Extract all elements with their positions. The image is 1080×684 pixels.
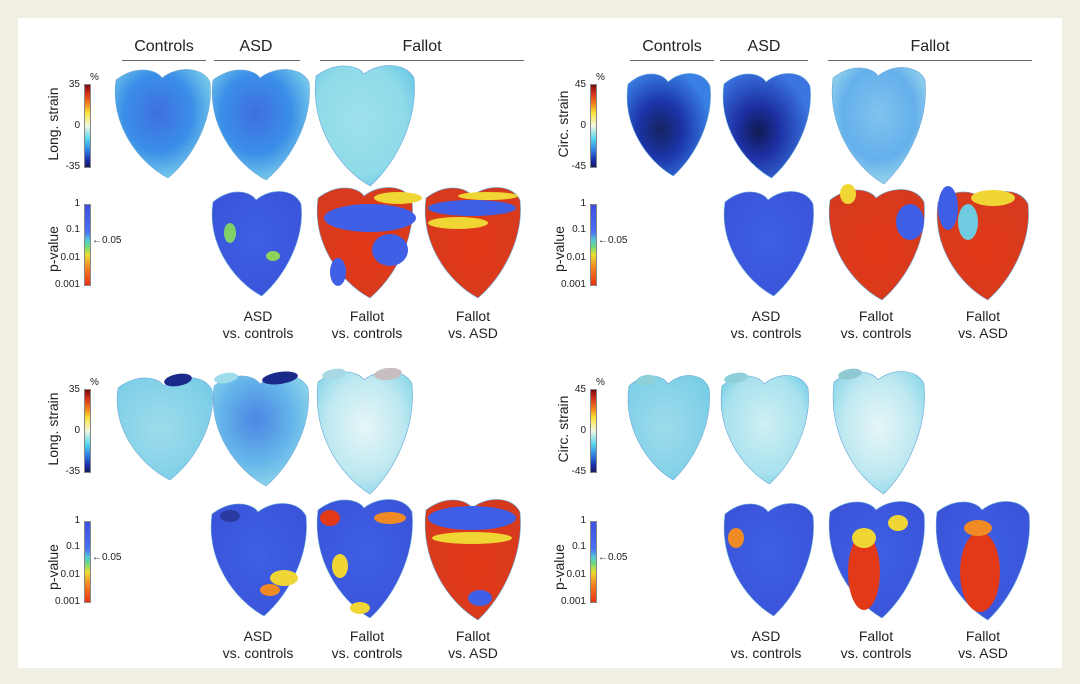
p-threshold-value: 0.05 [102, 235, 122, 246]
p-threshold-value: 0.05 [102, 552, 122, 563]
colorbar-tick: 0.01 [566, 569, 586, 580]
colorbar-tick: 0.01 [60, 252, 80, 263]
colorbar-tick: 0.001 [560, 596, 586, 607]
heart-mesh-fallot [314, 65, 415, 187]
colorbar-tick: 0.1 [66, 224, 80, 235]
caption-fallot-vs-asd: Fallot vs. ASD [958, 628, 1008, 661]
p-map-asd-vs-controls [210, 503, 307, 617]
heart-mesh-fallot [831, 67, 926, 185]
p-map-fallot-vs-controls [316, 187, 422, 299]
group-label-asd: ASD [747, 38, 781, 55]
colorbar-tick: 0.1 [572, 541, 586, 552]
p-map-asd-vs-controls [211, 191, 302, 297]
caption-fallot-vs-controls: Fallot vs. controls [840, 628, 912, 661]
heart-mesh-asd [212, 371, 309, 487]
heart-mesh-controls [626, 73, 711, 177]
group-label-fallot: Fallot [402, 38, 442, 55]
colorbar-tick: 0.001 [54, 596, 80, 607]
p-threshold-value: 0.05 [608, 552, 628, 563]
group-label-fallot: Fallot [910, 38, 950, 55]
heart-mesh-asd [720, 372, 809, 485]
colorbar-p-value [590, 521, 597, 603]
colorbar-p-value [590, 204, 597, 286]
p-map-fallot-vs-asd [936, 186, 1029, 301]
colorbar-tick: -35 [65, 466, 80, 477]
colorbar-tick: 1 [74, 198, 80, 209]
p-map-fallot-vs-asd [424, 187, 521, 299]
colorbar-tick: 0 [74, 120, 80, 131]
heart-meshes [114, 65, 1030, 621]
colorbar-tick: 35 [68, 384, 80, 395]
colorbar-tick: 0.001 [54, 279, 80, 290]
heart-mesh-controls [114, 69, 211, 179]
heart-mesh-controls [116, 373, 213, 481]
colorbar-tick: -45 [571, 466, 586, 477]
colorbar-tick: 0.001 [560, 279, 586, 290]
colorbar-tick: 1 [580, 198, 586, 209]
colorbar-tick: 0 [580, 425, 586, 436]
colorbar-long-strain [84, 84, 91, 168]
colorbar-tick: 45 [574, 79, 586, 90]
colorbar-p-value [84, 204, 91, 286]
group-underline [122, 60, 206, 61]
colorbar-tick: -35 [65, 161, 80, 172]
colorbar-circ-strain [590, 84, 597, 168]
p-map-fallot-vs-asd [424, 499, 521, 621]
p-map-asd-vs-controls [723, 503, 814, 617]
group-label-controls: Controls [134, 38, 194, 55]
heart-mesh-fallot [316, 367, 413, 495]
group-underline [320, 60, 524, 61]
caption-fallot-vs-asd: Fallot vs. ASD [958, 308, 1008, 341]
p-map-fallot-vs-controls [828, 501, 925, 619]
colorbar-tick: 1 [580, 515, 586, 526]
group-underline [214, 60, 300, 61]
colorbar-tick: 1 [74, 515, 80, 526]
caption-asd-vs-controls: ASD vs. controls [730, 308, 802, 341]
p-threshold-marker: ←0.05 [92, 552, 122, 563]
heart-mesh-controls [627, 374, 710, 481]
p-threshold-marker: ←0.05 [598, 552, 628, 563]
p-threshold-marker: ←0.05 [598, 235, 628, 246]
group-underline [630, 60, 714, 61]
p-map-fallot-vs-controls [828, 184, 925, 301]
group-underline [828, 60, 1032, 61]
group-underline [720, 60, 808, 61]
colorbar-tick: 35 [68, 79, 80, 90]
caption-asd-vs-controls: ASD vs. controls [222, 628, 294, 661]
caption-fallot-vs-asd: Fallot vs. ASD [448, 308, 498, 341]
colorbar-unit: % [90, 72, 99, 83]
colorbar-tick: 45 [574, 384, 586, 395]
caption-fallot-vs-controls: Fallot vs. controls [840, 308, 912, 341]
colorbar-circ-strain [590, 389, 597, 473]
colorbar-tick: 0.1 [66, 541, 80, 552]
p-map-fallot-vs-asd [935, 501, 1030, 621]
colorbar-tick: 0 [580, 120, 586, 131]
colorbar-unit: % [596, 377, 605, 388]
figure-panel: Controls ASD Fallot Controls ASD Fallot … [18, 18, 1062, 668]
p-threshold-marker: ←0.05 [92, 235, 122, 246]
colorbar-tick: 0.1 [572, 224, 586, 235]
colorbar-tick: 0 [74, 425, 80, 436]
heart-mesh-fallot [832, 368, 925, 495]
p-map-fallot-vs-controls [316, 499, 413, 619]
p-threshold-value: 0.05 [608, 235, 628, 246]
colorbar-unit: % [596, 72, 605, 83]
heart-mesh-asd [722, 73, 811, 179]
colorbar-p-value [84, 521, 91, 603]
colorbar-tick: 0.01 [566, 252, 586, 263]
p-map-asd-vs-controls [723, 191, 814, 297]
group-label-controls: Controls [642, 38, 702, 55]
colorbar-unit: % [90, 377, 99, 388]
caption-asd-vs-controls: ASD vs. controls [730, 628, 802, 661]
caption-asd-vs-controls: ASD vs. controls [222, 308, 294, 341]
group-label-asd: ASD [239, 38, 273, 55]
colorbar-long-strain [84, 389, 91, 473]
caption-fallot-vs-controls: Fallot vs. controls [331, 308, 403, 341]
colorbar-tick: -45 [571, 161, 586, 172]
colorbar-tick: 0.01 [60, 569, 80, 580]
caption-fallot-vs-controls: Fallot vs. controls [331, 628, 403, 661]
heart-mesh-asd [211, 69, 310, 181]
caption-fallot-vs-asd: Fallot vs. ASD [448, 628, 498, 661]
